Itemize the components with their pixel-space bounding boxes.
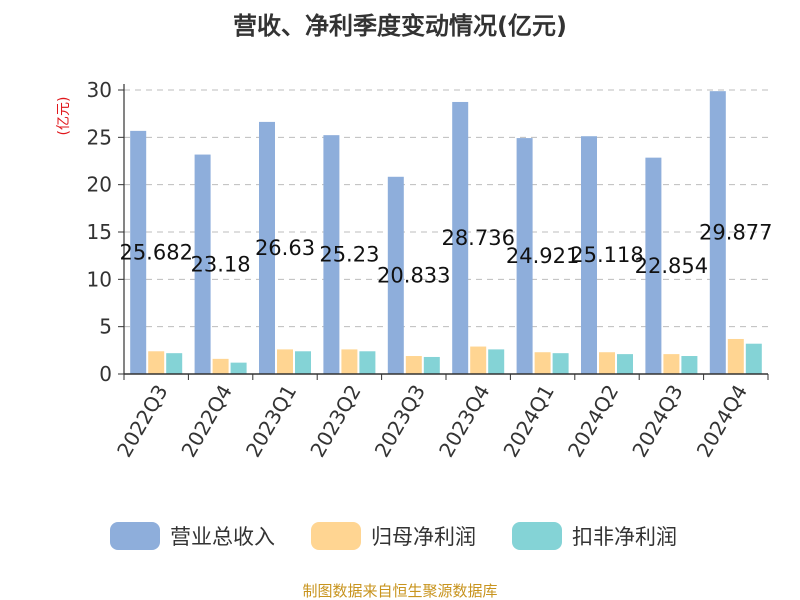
bar-2024Q3-s0 bbox=[645, 157, 662, 374]
bar-2023Q3-s2 bbox=[423, 356, 440, 374]
y-tick-label: 15 bbox=[87, 220, 112, 244]
data-label: 20.833 bbox=[377, 263, 450, 287]
bar-2023Q1-s0 bbox=[259, 121, 275, 374]
data-label: 25.118 bbox=[570, 243, 643, 267]
bar-2024Q2-s1 bbox=[599, 352, 615, 374]
x-tick-label: 2023Q3 bbox=[370, 381, 430, 462]
data-label: 24.921 bbox=[506, 244, 579, 268]
x-tick-label: 2022Q4 bbox=[176, 381, 236, 462]
y-tick-label: 10 bbox=[87, 267, 112, 291]
bar-2023Q4-s2 bbox=[488, 349, 505, 374]
bar-2023Q2-s1 bbox=[341, 349, 358, 374]
bar-2024Q1-s1 bbox=[534, 352, 551, 374]
legend[interactable]: 营业总收入 归母净利润 扣非净利润 bbox=[110, 522, 677, 550]
bar-2024Q3-s1 bbox=[663, 354, 680, 374]
bar-2023Q2-s2 bbox=[359, 351, 376, 374]
bar-2023Q1-s1 bbox=[277, 349, 293, 374]
bar-2022Q4-s2 bbox=[230, 362, 247, 374]
legend-swatch bbox=[512, 522, 562, 550]
bar-2024Q1-s2 bbox=[552, 353, 569, 374]
legend-item-0[interactable]: 营业总收入 bbox=[110, 522, 275, 550]
bar-2023Q3-s0 bbox=[387, 176, 404, 374]
bar-2024Q4-s0 bbox=[709, 91, 726, 374]
x-tick-label: 2023Q1 bbox=[241, 381, 301, 462]
bar-2022Q4-s1 bbox=[212, 358, 229, 374]
bar-2022Q3-s0 bbox=[130, 130, 147, 374]
x-tick-label: 2024Q3 bbox=[627, 381, 687, 462]
legend-item-1[interactable]: 归母净利润 bbox=[311, 522, 476, 550]
y-tick-label: 5 bbox=[99, 315, 112, 339]
data-label: 25.23 bbox=[319, 243, 379, 267]
bar-2022Q3-s1 bbox=[148, 351, 165, 374]
data-label: 23.18 bbox=[191, 252, 251, 276]
x-tick-label: 2024Q1 bbox=[498, 381, 558, 462]
source-note: 制图数据来自恒生聚源数据库 bbox=[302, 582, 497, 600]
bar-2023Q3-s1 bbox=[405, 356, 422, 374]
bar-2022Q3-s2 bbox=[166, 353, 183, 374]
bar-2023Q4-s0 bbox=[452, 101, 469, 374]
x-tick-label: 2022Q3 bbox=[112, 381, 172, 462]
y-tick-label: 30 bbox=[87, 78, 112, 102]
bar-2022Q4-s0 bbox=[194, 154, 211, 374]
bars bbox=[130, 91, 762, 374]
bar-2024Q2-s0 bbox=[581, 136, 597, 374]
bar-2024Q1-s0 bbox=[516, 138, 533, 374]
data-label: 22.854 bbox=[635, 254, 708, 278]
bar-2024Q4-s1 bbox=[727, 338, 744, 374]
bar-2023Q2-s0 bbox=[323, 135, 340, 374]
y-tick-label: 25 bbox=[87, 125, 112, 149]
x-tick-label: 2023Q4 bbox=[434, 381, 494, 462]
bar-2023Q1-s2 bbox=[295, 351, 311, 374]
chart-title: 营收、净利季度变动情况(亿元) bbox=[233, 12, 567, 40]
bar-2024Q3-s2 bbox=[681, 356, 698, 374]
bar-2023Q4-s1 bbox=[470, 346, 487, 374]
x-tick-label: 2023Q2 bbox=[305, 381, 365, 462]
legend-label: 归母净利润 bbox=[371, 525, 476, 549]
legend-label: 扣非净利润 bbox=[572, 525, 677, 549]
legend-swatch bbox=[311, 522, 361, 550]
data-label: 26.63 bbox=[255, 236, 315, 260]
y-tick-label: 0 bbox=[99, 362, 112, 386]
bar-2024Q4-s2 bbox=[745, 343, 762, 374]
legend-swatch bbox=[110, 522, 160, 550]
data-label: 25.682 bbox=[119, 240, 192, 264]
y-tick-label: 20 bbox=[87, 173, 112, 197]
data-label: 29.877 bbox=[699, 221, 772, 245]
legend-item-2[interactable]: 扣非净利润 bbox=[512, 522, 677, 550]
bar-2024Q2-s2 bbox=[617, 354, 633, 374]
x-tick-label: 2024Q4 bbox=[692, 381, 752, 462]
gridlines bbox=[124, 89, 768, 328]
data-label: 28.736 bbox=[441, 226, 514, 250]
legend-label: 营业总收入 bbox=[170, 525, 275, 549]
x-tick-label: 2024Q2 bbox=[563, 381, 623, 462]
y-axis-unit: (亿元) bbox=[56, 97, 72, 136]
